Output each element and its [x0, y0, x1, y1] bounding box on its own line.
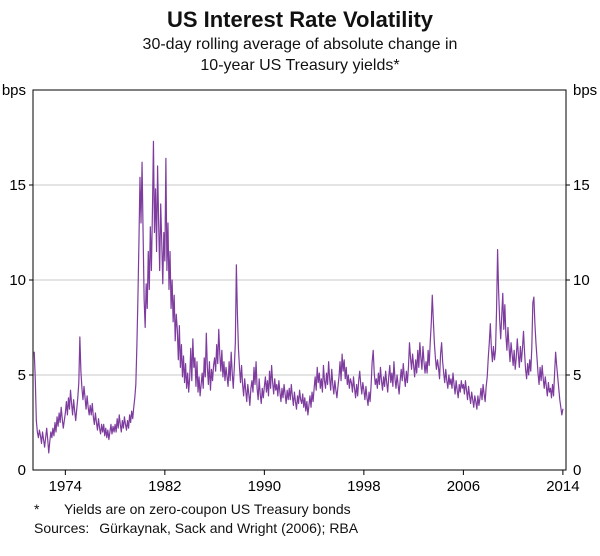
x-tick-label: 1974	[49, 478, 82, 495]
y-tick-label-left: 0	[18, 462, 26, 479]
footnote: * Yields are on zero-coupon US Treasury …	[0, 500, 600, 519]
x-tick-label: 2006	[447, 478, 480, 495]
x-tick-label: 2014	[546, 478, 579, 495]
chart-subtitle-line-1: 30-day rolling average of absolute chang…	[142, 36, 458, 53]
chart-title: US Interest Rate Volatility	[166, 7, 434, 32]
sources-label: Sources:	[34, 520, 90, 536]
x-axis-labels	[64, 470, 564, 475]
volatility-line-chart: 0 0 5 5 10 10 15 15 bps bps 1974 1982 1990 1998 2006 20…	[2, 82, 597, 495]
y-tick-label-left: 5	[18, 367, 26, 384]
unit-label-left: bps	[2, 82, 26, 99]
y-tick-label-left: 10	[9, 272, 26, 289]
chart-area: 0 0 5 5 10 10 15 15 bps bps 1974 1982 1990 1998 2006 20…	[0, 78, 600, 498]
sources-text: Gürkaynak, Sack and Wright (2006); RBA	[99, 520, 359, 536]
chart-subtitle-line-2: 10-year US Treasury yields*	[200, 57, 400, 74]
y-tick-label-right: 0	[573, 462, 581, 479]
x-tick-label: 1982	[148, 478, 181, 495]
y-tick-label-right: 10	[573, 272, 590, 289]
y-tick-label-right: 5	[573, 367, 581, 384]
y-axis-labels	[29, 184, 570, 376]
unit-label-right: bps	[573, 82, 597, 99]
chart-footer: * Yields are on zero-coupon US Treasury …	[0, 500, 600, 538]
volatility-line	[33, 140, 564, 454]
y-tick-label-right: 15	[573, 177, 590, 194]
gridlines	[33, 184, 566, 376]
x-tick-label: 1998	[347, 478, 380, 495]
footnote-marker: *	[34, 501, 40, 517]
y-tick-label-left: 15	[9, 177, 26, 194]
x-tick-label: 1990	[248, 478, 281, 495]
footnote-text: Yields are on zero-coupon US Treasury bo…	[64, 501, 351, 517]
sources: Sources: Gürkaynak, Sack and Wright (200…	[0, 519, 600, 538]
